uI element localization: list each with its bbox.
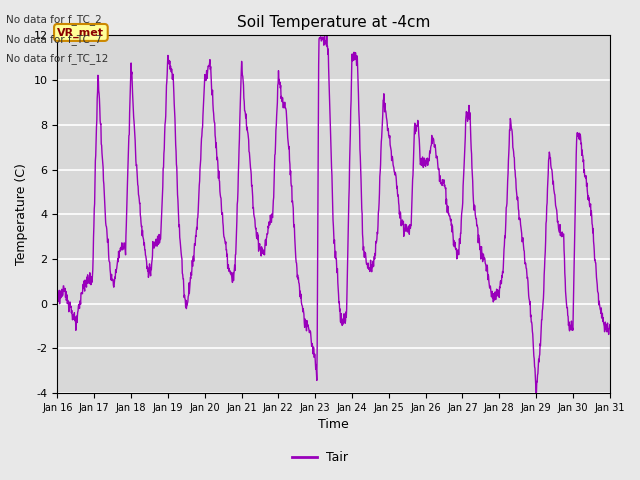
Title: Soil Temperature at -4cm: Soil Temperature at -4cm: [237, 15, 430, 30]
Y-axis label: Temperature (C): Temperature (C): [15, 163, 28, 265]
Text: No data for f_TC_12: No data for f_TC_12: [6, 53, 109, 64]
Text: No data for f_TC_7: No data for f_TC_7: [6, 34, 102, 45]
Text: No data for f_TC_2: No data for f_TC_2: [6, 14, 102, 25]
X-axis label: Time: Time: [318, 419, 349, 432]
Text: VR_met: VR_met: [58, 27, 104, 37]
Legend: Tair: Tair: [287, 446, 353, 469]
